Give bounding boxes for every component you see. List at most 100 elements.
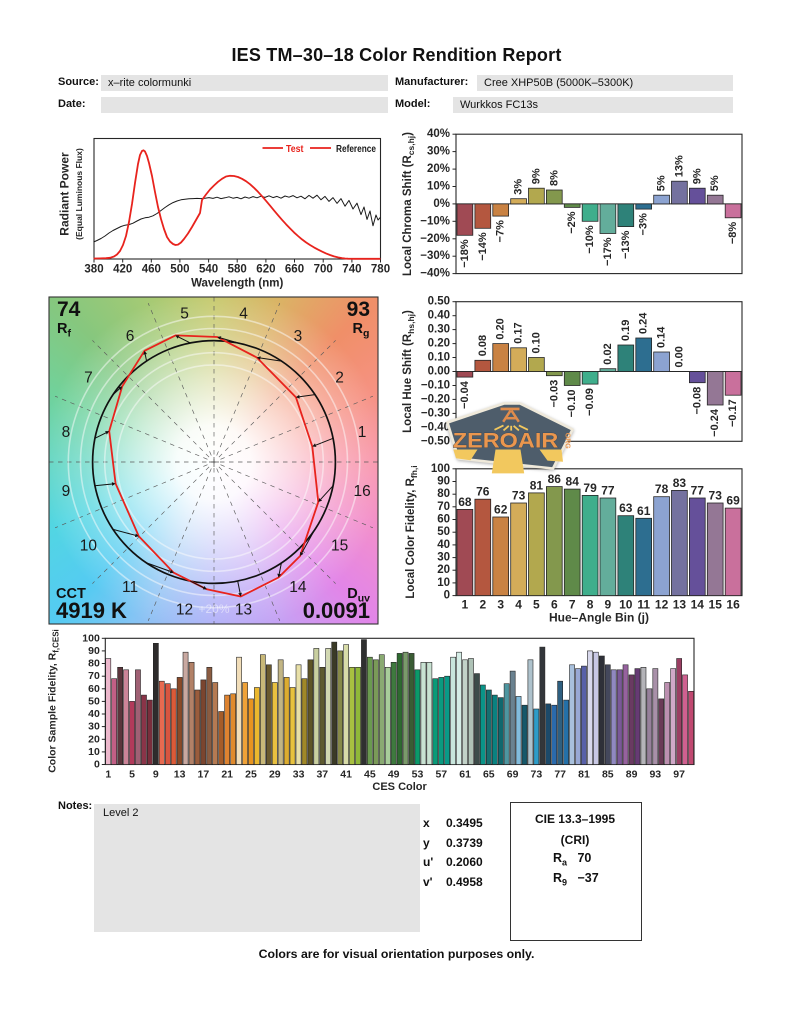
svg-text:100: 100	[82, 632, 100, 644]
svg-text:Rg: Rg	[353, 321, 370, 340]
svg-text:420: 420	[113, 264, 132, 276]
svg-text:50: 50	[88, 695, 100, 707]
svg-text:2: 2	[335, 370, 344, 387]
svg-text:57: 57	[435, 769, 447, 781]
svg-text:0.10: 0.10	[530, 332, 542, 353]
svg-text:49: 49	[388, 769, 400, 781]
svg-text:16: 16	[726, 598, 740, 612]
svg-text:70: 70	[88, 670, 100, 682]
svg-text:CCT: CCT	[56, 586, 86, 602]
svg-text:63: 63	[619, 501, 633, 515]
svg-text:460: 460	[142, 264, 161, 276]
svg-text:−0.08: −0.08	[691, 387, 703, 415]
svg-text:5: 5	[129, 769, 135, 781]
svg-text:−20%: −20%	[420, 233, 450, 245]
svg-text:0.17: 0.17	[513, 322, 525, 343]
svg-text:25: 25	[245, 769, 257, 781]
svg-text:68: 68	[458, 495, 472, 509]
svg-text:Test: Test	[286, 144, 304, 155]
svg-text:9%: 9%	[530, 168, 542, 184]
svg-text:10: 10	[88, 746, 100, 758]
svg-text:6: 6	[126, 328, 135, 345]
svg-text:9: 9	[153, 769, 159, 781]
svg-text:3: 3	[497, 598, 504, 612]
svg-text:12: 12	[176, 602, 193, 619]
svg-text:Local Hue Shift (Rhs,hj): Local Hue Shift (Rhs,hj)	[402, 310, 416, 433]
svg-text:4: 4	[515, 598, 522, 612]
svg-text:13: 13	[235, 602, 252, 619]
svg-text:65: 65	[483, 769, 495, 781]
svg-text:−13%: −13%	[620, 230, 632, 259]
svg-text:50: 50	[437, 526, 450, 538]
svg-text:0.20: 0.20	[428, 338, 450, 350]
svg-text:Radiant Power: Radiant Power	[58, 152, 72, 236]
svg-text:Hue–Angle Bin (j): Hue–Angle Bin (j)	[549, 611, 649, 625]
svg-text:69: 69	[507, 769, 519, 781]
svg-text:61: 61	[637, 504, 651, 518]
svg-text:77: 77	[691, 484, 705, 498]
svg-text:−30%: −30%	[420, 250, 450, 262]
svg-text:Reference: Reference	[336, 144, 376, 155]
svg-text:11: 11	[637, 598, 650, 612]
svg-text:74: 74	[57, 298, 81, 321]
svg-text:−14%: −14%	[477, 232, 489, 261]
svg-text:83: 83	[673, 476, 687, 490]
svg-text:−3%: −3%	[638, 213, 650, 236]
svg-text:90: 90	[437, 476, 450, 488]
svg-text:86: 86	[548, 472, 562, 486]
svg-text:6: 6	[551, 598, 558, 612]
svg-text:80: 80	[88, 658, 100, 670]
svg-text:77: 77	[554, 769, 566, 781]
svg-text:−0.03: −0.03	[548, 380, 560, 408]
svg-text:2: 2	[479, 598, 486, 612]
svg-text:60: 60	[437, 514, 450, 526]
svg-text:0.24: 0.24	[638, 312, 650, 334]
svg-text:9: 9	[62, 483, 71, 500]
svg-text:20: 20	[437, 564, 450, 576]
svg-text:−17%: −17%	[602, 237, 614, 266]
svg-text:53: 53	[412, 769, 424, 781]
svg-text:0.00: 0.00	[673, 346, 685, 367]
svg-text:ORG: ORG	[564, 433, 571, 450]
svg-text:Color Sample Fidelity, Rf,CESi: Color Sample Fidelity, Rf,CESi	[47, 629, 61, 773]
svg-text:30: 30	[88, 721, 100, 733]
svg-text:69: 69	[726, 494, 740, 508]
svg-text:76: 76	[476, 485, 490, 499]
svg-text:70: 70	[437, 501, 450, 513]
svg-text:−18%: −18%	[459, 239, 471, 268]
svg-text:660: 660	[285, 264, 304, 276]
svg-text:93: 93	[649, 769, 661, 781]
svg-text:5%: 5%	[709, 175, 721, 191]
svg-text:17: 17	[198, 769, 210, 781]
svg-text:5: 5	[180, 305, 189, 322]
svg-text:13: 13	[673, 598, 687, 612]
svg-text:30%: 30%	[427, 146, 450, 158]
svg-text:81: 81	[578, 769, 590, 781]
svg-text:5: 5	[533, 598, 540, 612]
svg-text:85: 85	[602, 769, 614, 781]
svg-text:8: 8	[62, 424, 71, 441]
svg-text:20%: 20%	[427, 163, 450, 175]
svg-text:0%: 0%	[433, 198, 450, 210]
svg-text:−0.09: −0.09	[584, 388, 596, 416]
svg-text:540: 540	[199, 264, 218, 276]
svg-text:500: 500	[170, 264, 189, 276]
svg-text:9: 9	[605, 598, 612, 612]
svg-text:(Equal Luminous Flux): (Equal Luminous Flux)	[74, 148, 84, 240]
svg-text:73: 73	[709, 489, 723, 503]
svg-text:40: 40	[88, 708, 100, 720]
svg-text:10: 10	[619, 598, 633, 612]
svg-text:0.19: 0.19	[620, 320, 632, 341]
svg-text:45: 45	[364, 769, 376, 781]
svg-text:−2%: −2%	[566, 211, 578, 234]
svg-text:30: 30	[437, 552, 450, 564]
svg-text:12: 12	[655, 598, 669, 612]
svg-text:0.10: 0.10	[428, 352, 450, 364]
svg-text:−0.40: −0.40	[421, 421, 450, 433]
svg-text:84: 84	[566, 475, 580, 489]
svg-text:89: 89	[626, 769, 638, 781]
svg-text:8%: 8%	[548, 170, 560, 186]
svg-text:Wavelength (nm): Wavelength (nm)	[191, 278, 283, 290]
svg-text:5%: 5%	[656, 175, 668, 191]
svg-text:ZEROAIR: ZEROAIR	[453, 429, 559, 452]
